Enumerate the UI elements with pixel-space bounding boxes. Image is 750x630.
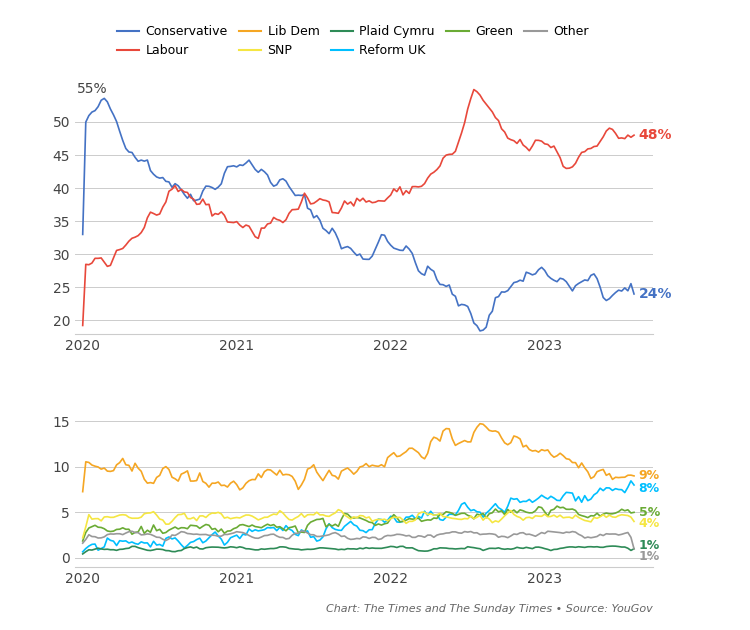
Text: 1%: 1% bbox=[639, 551, 660, 563]
Text: 5%: 5% bbox=[639, 506, 660, 519]
Text: 55%: 55% bbox=[76, 82, 107, 96]
Text: 24%: 24% bbox=[639, 287, 672, 301]
Legend: Conservative, Labour, Lib Dem, SNP, Plaid Cymru, Reform UK, Green, Other: Conservative, Labour, Lib Dem, SNP, Plai… bbox=[112, 20, 593, 62]
Text: 9%: 9% bbox=[639, 469, 660, 483]
Text: 4%: 4% bbox=[639, 517, 660, 530]
Text: 48%: 48% bbox=[639, 128, 672, 142]
Text: 1%: 1% bbox=[639, 539, 660, 552]
Text: Chart: The Times and The Sunday Times • Source: YouGov: Chart: The Times and The Sunday Times • … bbox=[326, 604, 652, 614]
Text: 8%: 8% bbox=[639, 482, 660, 495]
